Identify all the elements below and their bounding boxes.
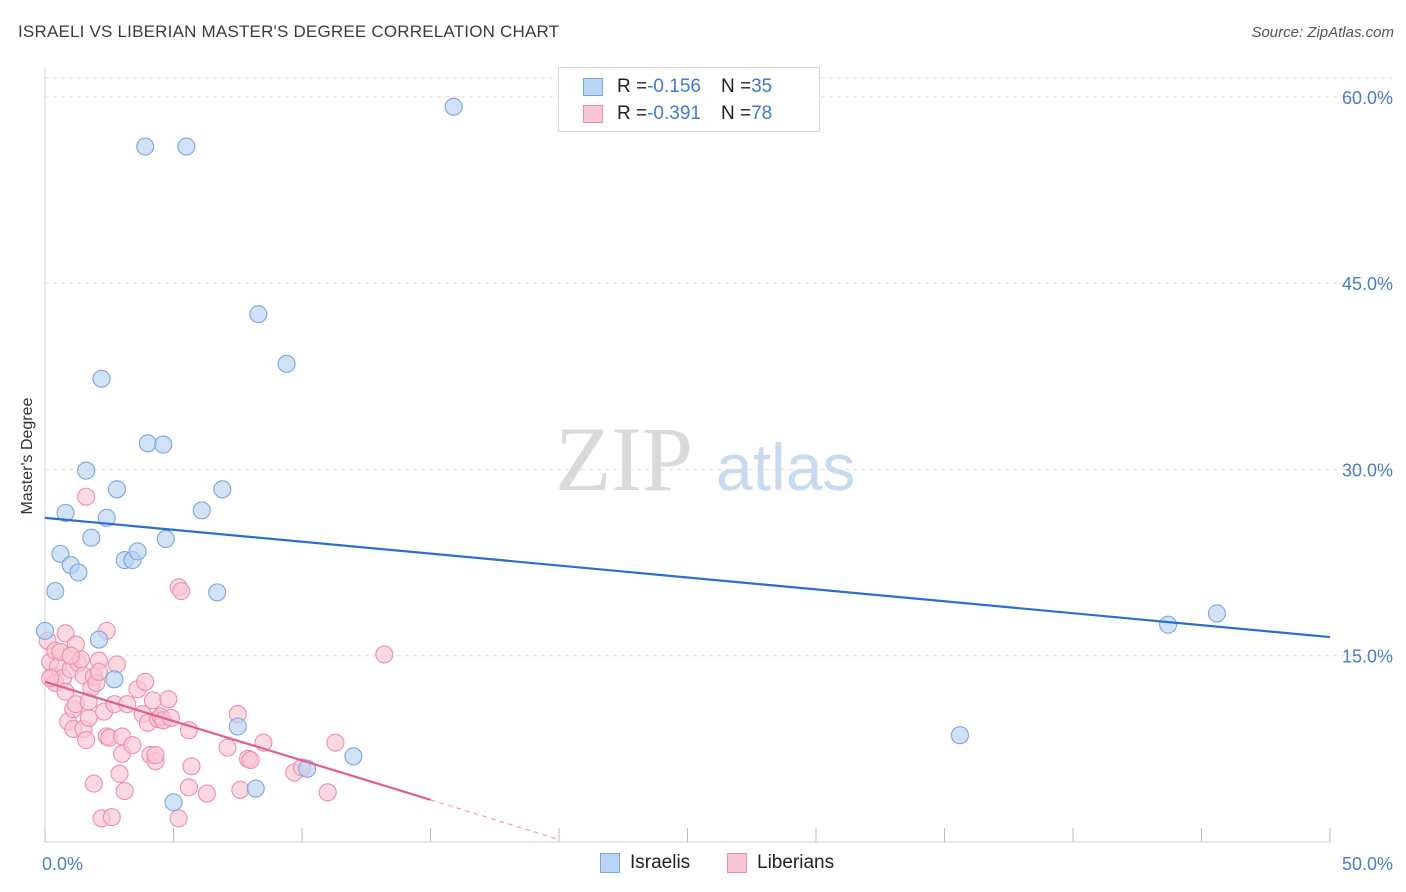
israelis-point-28 — [277, 354, 296, 373]
liberians-swatch — [583, 105, 603, 123]
israelis-point-11 — [105, 670, 124, 689]
liberians-point-63 — [182, 757, 201, 776]
liberians-point-36 — [102, 808, 121, 827]
watermark: ZIP atlas — [555, 408, 855, 510]
x-tick-label-max: 50.0% — [1342, 854, 1393, 874]
israelis-point-16 — [136, 137, 155, 156]
israelis-r-label: R = — [617, 76, 648, 97]
liberians-r-label: R = — [617, 103, 648, 124]
liberians-point-23 — [79, 708, 98, 727]
legend-row-israelis: R = -0.156 N = 35 — [583, 75, 772, 99]
israelis-point-20 — [164, 793, 183, 812]
stats-legend: R = -0.156 N = 35 R = -0.391 N = 78 — [558, 67, 820, 132]
liberians-point-50 — [143, 691, 162, 710]
liberians-point-69 — [241, 750, 260, 770]
liberians-point-30 — [89, 662, 109, 681]
y-tick-label-45: 45.0% — [1342, 274, 1393, 294]
israelis-point-26 — [246, 779, 265, 798]
israelis-swatch — [583, 78, 603, 96]
bottom-legend-liberians: Liberians — [727, 851, 834, 875]
israelis-point-8 — [89, 630, 109, 649]
liberians-point-62 — [179, 778, 198, 797]
bottom-legend-israelis: Israelis — [600, 851, 690, 875]
watermark-atlas: atlas — [716, 430, 855, 504]
liberians-point-64 — [197, 784, 216, 803]
israelis-point-1 — [46, 582, 65, 601]
liberians-n-label: N = — [720, 103, 752, 124]
y-tick-label-15: 15.0% — [1342, 647, 1393, 667]
source-label: Source: ZipAtlas.com — [1251, 24, 1394, 41]
israelis-legend-label: Israelis — [630, 852, 691, 873]
israelis-point-24 — [213, 480, 232, 499]
liberians-trend-extension — [430, 799, 560, 841]
trend-lines — [44, 516, 1331, 841]
israelis-point-15 — [128, 542, 147, 561]
israelis-point-0 — [35, 621, 55, 640]
liberians-point-60 — [172, 582, 191, 601]
liberians-point-8 — [56, 624, 75, 643]
liberians-point-58 — [169, 809, 188, 828]
tick-labels: 15.0% 30.0% 45.0% 60.0% 0.0% 50.0% — [42, 88, 1393, 874]
legend-row-liberians: R = -0.391 N = 78 — [583, 102, 772, 126]
liberians-point-21 — [77, 731, 96, 750]
israelis-point-6 — [77, 461, 96, 480]
liberians-point-65 — [218, 738, 237, 757]
israelis-point-17 — [138, 434, 157, 453]
israelis-point-7 — [82, 528, 101, 547]
israelis-point-31 — [444, 97, 463, 116]
israelis-point-27 — [249, 305, 268, 324]
israelis-point-5 — [69, 563, 88, 582]
israelis-point-29 — [298, 759, 317, 778]
liberians-point-73 — [318, 783, 337, 802]
israelis-legend-swatch — [600, 853, 620, 873]
israelis-point-34 — [1207, 604, 1226, 623]
liberians-points — [38, 487, 394, 828]
liberians-point-74 — [326, 733, 345, 752]
chart-title: ISRAELI VS LIBERIAN MASTER'S DEGREE CORR… — [18, 22, 560, 41]
israelis-point-23 — [208, 583, 227, 602]
liberians-point-56 — [159, 690, 178, 709]
liberians-point-42 — [115, 782, 134, 801]
liberians-trend-line — [44, 680, 431, 801]
liberians-point-52 — [146, 746, 165, 765]
israelis-points — [35, 97, 1226, 812]
israelis-point-25 — [228, 717, 247, 736]
liberians-point-38 — [107, 655, 127, 674]
israelis-point-32 — [950, 726, 969, 745]
israelis-point-33 — [1159, 615, 1178, 634]
israelis-point-30 — [344, 747, 363, 766]
israelis-point-12 — [107, 480, 127, 499]
israelis-n-label: N = — [720, 76, 752, 97]
israelis-point-22 — [192, 501, 211, 520]
liberians-point-22 — [77, 487, 96, 506]
y-tick-label-30: 30.0% — [1342, 460, 1393, 480]
israelis-point-3 — [56, 503, 75, 522]
israelis-point-18 — [154, 435, 173, 454]
liberians-n-value: 78 — [751, 103, 773, 124]
israelis-point-19 — [156, 529, 175, 549]
liberians-point-47 — [136, 672, 155, 691]
axes — [44, 68, 1331, 843]
liberians-point-61 — [179, 721, 198, 740]
liberians-legend-swatch — [727, 853, 747, 873]
liberians-point-67 — [231, 780, 250, 799]
liberians-point-39 — [110, 764, 129, 783]
israelis-trend-line — [44, 516, 1331, 639]
israelis-point-2 — [51, 544, 70, 563]
israelis-point-9 — [92, 369, 111, 388]
watermark-zip: ZIP — [555, 408, 693, 510]
liberians-point-76 — [61, 646, 80, 665]
liberians-point-27 — [84, 774, 103, 793]
liberians-r-value: -0.391 — [647, 103, 701, 124]
liberians-point-44 — [123, 736, 142, 755]
gridlines — [45, 77, 1392, 657]
y-tick-label-60: 60.0% — [1342, 88, 1393, 108]
israelis-r-value: -0.156 — [647, 76, 701, 97]
israelis-point-21 — [177, 137, 196, 156]
x-tick-label-min: 0.0% — [42, 854, 83, 874]
liberians-legend-label: Liberians — [757, 852, 835, 873]
liberians-point-75 — [375, 645, 394, 664]
israelis-n-value: 35 — [751, 76, 773, 97]
